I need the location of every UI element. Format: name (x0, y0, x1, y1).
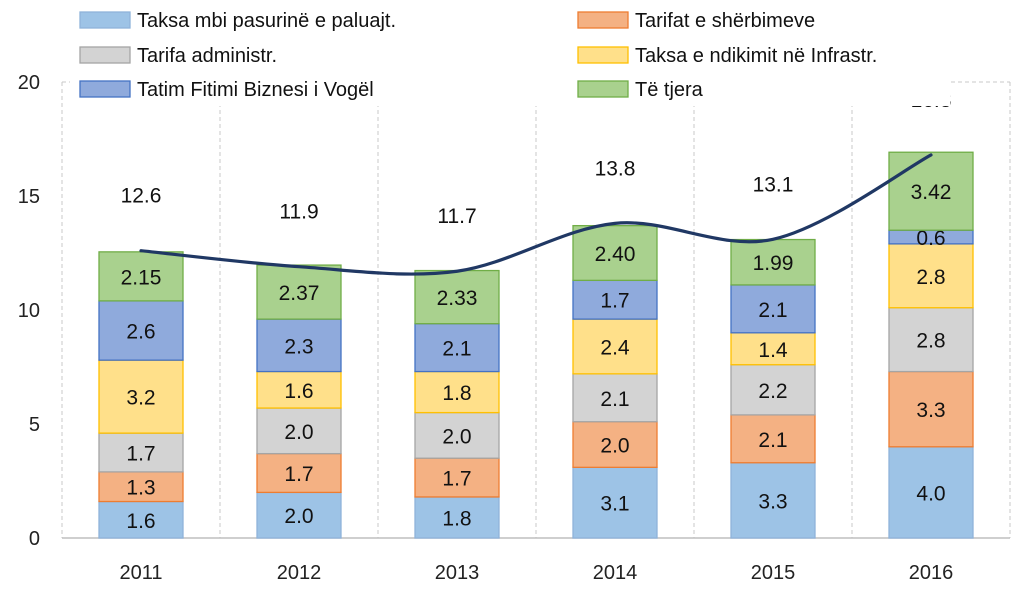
data-label: 3.3 (758, 490, 787, 513)
bar-segment (256, 407, 342, 455)
data-label: 2.33 (437, 287, 478, 310)
legend-label: Tarifat e shërbimeve (635, 10, 815, 32)
data-label: 2.0 (284, 421, 313, 444)
data-label: 2.1 (758, 299, 787, 322)
data-label: 1.6 (284, 380, 313, 403)
data-label: 2.8 (916, 330, 945, 353)
total-line (139, 153, 933, 276)
data-label: 2.6 (126, 321, 155, 344)
data-label: 0.6 (916, 227, 945, 250)
data-label: 2.15 (121, 266, 162, 289)
bar-segment (730, 364, 816, 416)
bar-segment (256, 452, 342, 494)
data-label: 1.99 (753, 252, 794, 275)
legend-label: Të tjera (635, 79, 704, 101)
legend-background (70, 2, 950, 106)
bar-segment (98, 300, 184, 361)
legend-swatch (577, 80, 629, 98)
data-label: 2.37 (279, 282, 320, 305)
legend-label: Tatim Fitimi Biznesi i Vogël (137, 79, 374, 101)
bar-segment (256, 264, 342, 320)
data-label: 3.2 (126, 387, 155, 410)
bar-segment (730, 332, 816, 366)
bar-segment (98, 359, 184, 434)
bar-segment (98, 500, 184, 539)
data-label: 3.1 (600, 493, 629, 516)
legend-swatch (79, 80, 131, 98)
data-label: 3.3 (916, 399, 945, 422)
data-label: 1.6 (126, 510, 155, 533)
x-tick-label: 2014 (593, 562, 638, 584)
data-label: 1.7 (600, 290, 629, 313)
bar-segment (888, 151, 974, 231)
legend-swatch (79, 11, 131, 29)
legend-swatch (577, 46, 629, 64)
data-label: 2.4 (600, 336, 630, 359)
y-tick-label: 10 (18, 300, 40, 322)
x-tick-label: 2016 (909, 562, 954, 584)
data-label: 2.0 (442, 425, 471, 448)
legend-swatch (577, 11, 629, 29)
data-label: 2.3 (284, 335, 313, 358)
bar-segment (256, 491, 342, 539)
x-tick-label: 2011 (119, 562, 162, 584)
data-label: 1.7 (442, 468, 471, 491)
data-label: 2.0 (600, 435, 629, 458)
bar-segment (414, 457, 500, 498)
bar-segment (730, 284, 816, 334)
x-tick-label: 2013 (435, 562, 480, 584)
legend-label: Tarifa administr. (137, 45, 277, 67)
data-label: 3.42 (911, 181, 952, 204)
data-label: 1.3 (126, 477, 155, 500)
data-label: 2.2 (758, 380, 787, 403)
y-tick-label: 5 (29, 414, 40, 436)
data-label: 1.7 (126, 443, 155, 466)
bar-segment (256, 318, 342, 373)
bar-segment (888, 307, 974, 373)
data-label: 1.4 (758, 339, 788, 362)
data-label: 4.0 (916, 482, 945, 505)
data-label: 1.8 (442, 507, 471, 530)
data-label: 2.0 (284, 505, 313, 528)
total-label: 11.9 (279, 201, 318, 224)
total-label: 13.8 (595, 157, 636, 180)
y-tick-label: 20 (18, 72, 40, 94)
x-tick-label: 2015 (751, 562, 796, 584)
y-tick-label: 15 (18, 186, 40, 208)
y-tick-label: 0 (29, 528, 40, 550)
data-label: 2.8 (916, 266, 945, 289)
data-label: 2.1 (600, 388, 629, 411)
legend-label: Taksa e ndikimit në Infrastr. (635, 45, 877, 67)
bar-segment (730, 414, 816, 464)
data-label: 1.8 (442, 382, 471, 405)
total-label: 11.7 (437, 205, 476, 228)
bar-segment (888, 446, 974, 539)
total-label: 12.6 (121, 185, 162, 208)
legend-label: Taksa mbi pasurinë e paluajt. (137, 10, 396, 32)
data-label: 1.7 (284, 463, 313, 486)
total-label: 13.1 (753, 173, 794, 196)
bar-segment (414, 323, 500, 373)
x-tick-label: 2012 (277, 562, 322, 584)
bar-segment (414, 269, 500, 325)
bar-segment (98, 251, 184, 302)
data-label: 2.1 (442, 338, 471, 361)
bar-segment (572, 279, 658, 320)
bar-segment (888, 370, 974, 448)
bar-segment (572, 373, 658, 423)
data-label: 2.1 (758, 429, 787, 452)
legend-swatch (79, 46, 131, 64)
bar-segment (572, 224, 658, 282)
data-label: 2.40 (595, 243, 636, 266)
bar-segment (730, 238, 816, 286)
bar-segment (414, 496, 500, 539)
bar-segment (256, 370, 342, 409)
